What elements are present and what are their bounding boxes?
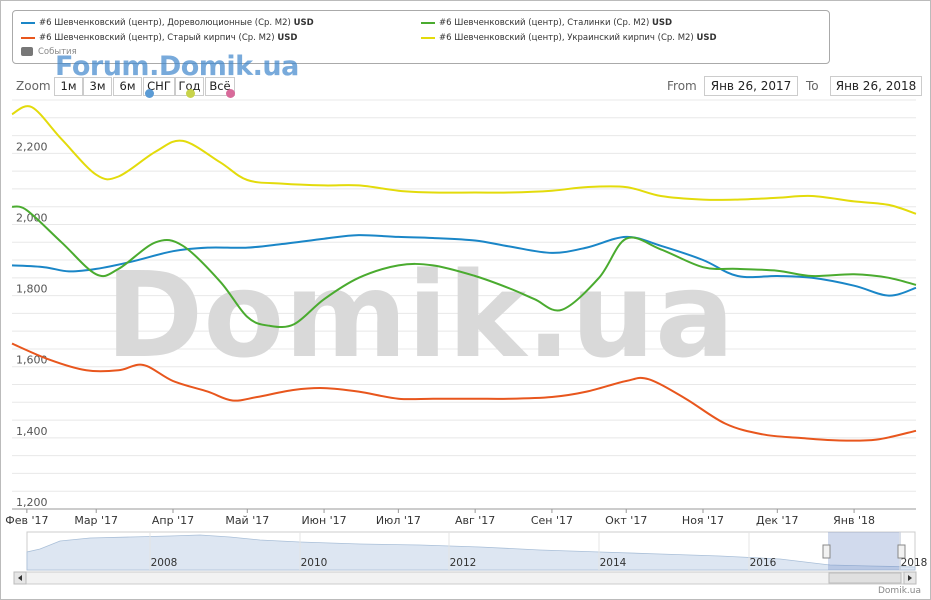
credit-label: Domik.ua [878, 586, 921, 596]
legend-swatch [421, 21, 435, 24]
legend-swatch [21, 36, 35, 39]
y-tick-label: 1,200 [16, 496, 48, 509]
arrow-right-icon [908, 575, 912, 581]
zoom-label: Zoom [16, 79, 51, 93]
legend-swatch [421, 36, 435, 39]
x-tick-label: Июл '17 [376, 514, 421, 527]
to-date-input[interactable]: Янв 26, 2018 [830, 76, 922, 96]
x-tick-label: Фев '17 [5, 514, 48, 527]
legend-item-events[interactable]: События [21, 47, 77, 57]
navigator-series-area [26, 534, 916, 571]
x-tick-label: Окт '17 [605, 514, 647, 527]
x-tick-label: Июн '17 [301, 514, 346, 527]
legend-item-ukrainian-brick[interactable]: #6 Шевченковский (центр), Украинский кир… [421, 33, 717, 43]
zoom-marker-dot [145, 89, 154, 98]
x-tick-label: Янв '18 [833, 514, 875, 527]
navigator-year-label: 2010 [301, 557, 328, 569]
y-tick-label: 1,600 [16, 354, 48, 367]
legend-item-prerevolution[interactable]: #6 Шевченковский (центр), Дореволюционны… [21, 18, 314, 28]
series-line-3[interactable] [11, 105, 917, 215]
navigator-year-label: 2012 [450, 557, 477, 569]
legend-swatch [21, 21, 35, 24]
legend: #6 Шевченковский (центр), Дореволюционны… [12, 10, 830, 64]
x-tick-label: Авг '17 [455, 514, 495, 527]
y-tick-label: 1,800 [16, 283, 48, 296]
zoom-6m-button[interactable]: 6м [113, 77, 142, 96]
y-tick-label: 1,400 [16, 425, 48, 438]
zoom-year-button[interactable]: Год [175, 77, 204, 96]
x-tick-label: Сен '17 [531, 514, 573, 527]
navigator-year-label: 2014 [600, 557, 627, 569]
arrow-left-icon [18, 575, 22, 581]
navigator-year-label: 2016 [750, 557, 777, 569]
scrollbar-thumb[interactable] [828, 572, 902, 584]
zoom-marker-dot [186, 89, 195, 98]
navigator-year-label: 2008 [151, 557, 178, 569]
legend-item-stalinki[interactable]: #6 Шевченковский (центр), Сталинки (Ср. … [421, 18, 672, 28]
series-line-2[interactable] [11, 342, 917, 442]
zoom-1m-button[interactable]: 1м [54, 77, 83, 96]
series-line-0[interactable] [11, 234, 917, 297]
x-tick-label: Ноя '17 [682, 514, 724, 527]
forum-watermark: Forum.Domik.ua [55, 51, 299, 82]
x-tick-label: Мар '17 [74, 514, 118, 527]
legend-item-old-brick[interactable]: #6 Шевченковский (центр), Старый кирпич … [21, 33, 297, 43]
from-label: From [667, 79, 697, 93]
navigator-handle-right[interactable] [897, 544, 906, 559]
zoom-3m-button[interactable]: 3м [83, 77, 112, 96]
x-tick-label: Апр '17 [152, 514, 194, 527]
domik-watermark: Domik.ua [105, 246, 734, 384]
zoom-marker-dot [226, 89, 235, 98]
scrollbar-track[interactable] [13, 571, 917, 585]
navigator-selection[interactable] [828, 532, 901, 570]
x-tick-label: Май '17 [225, 514, 269, 527]
x-tick-label: Дек '17 [756, 514, 799, 527]
y-tick-label: 2,200 [16, 140, 48, 153]
events-icon [21, 47, 33, 56]
navigator-handle-left[interactable] [822, 544, 831, 559]
series-line-1[interactable] [11, 205, 917, 329]
navigator-year-label: 2018 [901, 557, 928, 569]
from-date-input[interactable]: Янв 26, 2017 [704, 76, 798, 96]
to-label: To [806, 79, 819, 93]
